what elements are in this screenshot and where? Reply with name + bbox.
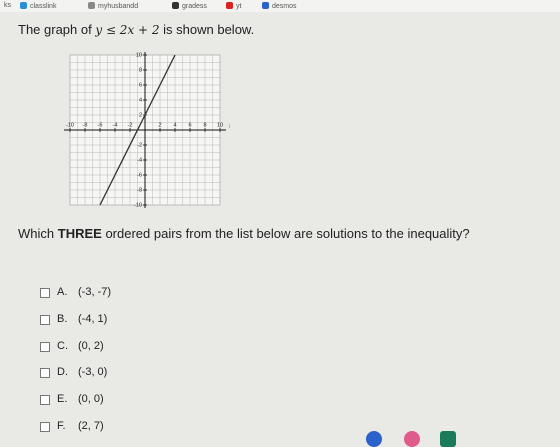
y-tick-label: -10 [134,202,142,208]
bookmark[interactable]: classlink [20,2,56,10]
option-letter: B. [57,313,68,325]
question-text: The graph of [18,22,92,37]
checkbox[interactable] [40,395,50,405]
y-tick-label: 4 [139,97,142,103]
bookmark-label: desmos [272,3,297,10]
prompt-text: ordered pairs from the list below are so… [105,226,470,241]
option-letter: C. [57,340,68,352]
bookmark[interactable]: desmos [262,2,297,10]
x-tick-label: -6 [98,122,103,128]
x-tick-label: -4 [113,122,118,128]
bookmark-label: gradess [182,3,207,10]
option-letter: A. [57,286,68,298]
y-tick-label: 8 [139,67,142,73]
bookmark[interactable]: yt [226,2,241,10]
dock-icon[interactable] [440,431,456,447]
prompt-text: Which [18,226,55,241]
x-axis-label: x [228,123,230,129]
prompt-emphasis: THREE [57,226,102,241]
y-tick-label: -8 [137,187,142,193]
bookmark-label: myhusbandd [98,3,139,10]
y-tick-label: -4 [137,157,142,163]
option-pair: (0, 0) [78,393,104,405]
bookmark[interactable]: myhusbandd [88,2,138,10]
option-pair: (-3, -7) [78,286,111,298]
y-tick-label: 10 [136,52,142,58]
dock-icon[interactable] [366,431,382,447]
prompt: Which THREE ordered pairs from the list … [18,226,470,241]
dock-icon[interactable] [404,431,420,447]
option-pair: (0, 2) [78,340,104,352]
option-pair: (-3, 0) [78,366,108,378]
checkbox[interactable] [40,342,50,352]
option-letter: E. [57,393,68,405]
x-tick-label: -10 [66,122,74,128]
x-tick-label: 2 [158,122,161,128]
option-pair: (2, 7) [78,420,104,432]
x-tick-label: 8 [203,122,206,128]
option-letter: F. [57,420,66,432]
x-tick-label: -2 [128,122,133,128]
x-tick-label: -8 [83,122,88,128]
bookmark-label: yt [236,3,242,10]
question-text: is shown below. [163,22,255,37]
boundary-line [99,54,176,206]
y-tick-label: 2 [139,112,142,118]
inequality: y ≤ 2x + 2 [95,23,160,37]
x-tick-label: 4 [173,122,176,128]
option-letter: D. [57,366,68,378]
checkbox[interactable] [40,368,50,378]
bookmark[interactable]: ks [4,2,11,9]
x-tick-label: 6 [188,122,191,128]
checkbox[interactable] [40,315,50,325]
y-tick-label: 6 [139,82,142,88]
y-tick-label: -2 [137,142,142,148]
option-pair: (-4, 1) [78,313,108,325]
bookmarks-bar: ks classlink myhusbandd gradess yt desmo… [0,0,560,12]
checkbox[interactable] [40,422,50,432]
question: The graph of y ≤ 2x + 2 is shown below. [18,22,254,37]
graph: x -10 -8 -6 -4 -2 2 4 6 8 10 10 8 6 4 2 -2 -4 -6 -8 -10 [64,52,230,208]
y-tick-label: -6 [137,172,142,178]
bookmark[interactable]: gradess [172,2,207,10]
x-tick-label: 10 [217,122,223,128]
checkbox[interactable] [40,288,50,298]
bookmark-label: classlink [30,3,57,10]
